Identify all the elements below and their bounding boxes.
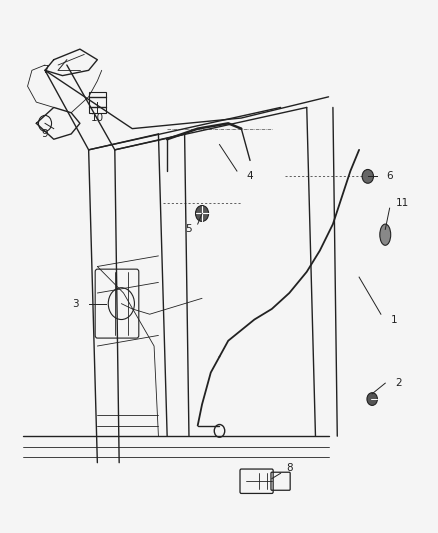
Ellipse shape bbox=[379, 224, 390, 245]
Text: 5: 5 bbox=[185, 224, 192, 235]
Text: 2: 2 bbox=[394, 378, 401, 388]
Text: 11: 11 bbox=[395, 198, 408, 208]
Text: 4: 4 bbox=[246, 172, 253, 181]
Text: 10: 10 bbox=[91, 113, 104, 123]
Text: 7: 7 bbox=[42, 66, 48, 75]
Text: 6: 6 bbox=[385, 172, 392, 181]
Text: 8: 8 bbox=[285, 463, 292, 473]
Circle shape bbox=[195, 206, 208, 221]
Bar bbox=[88, 92, 106, 113]
Text: 1: 1 bbox=[390, 314, 396, 325]
Text: 9: 9 bbox=[42, 129, 48, 139]
Circle shape bbox=[366, 393, 377, 406]
Text: 3: 3 bbox=[72, 298, 79, 309]
Circle shape bbox=[361, 169, 373, 183]
